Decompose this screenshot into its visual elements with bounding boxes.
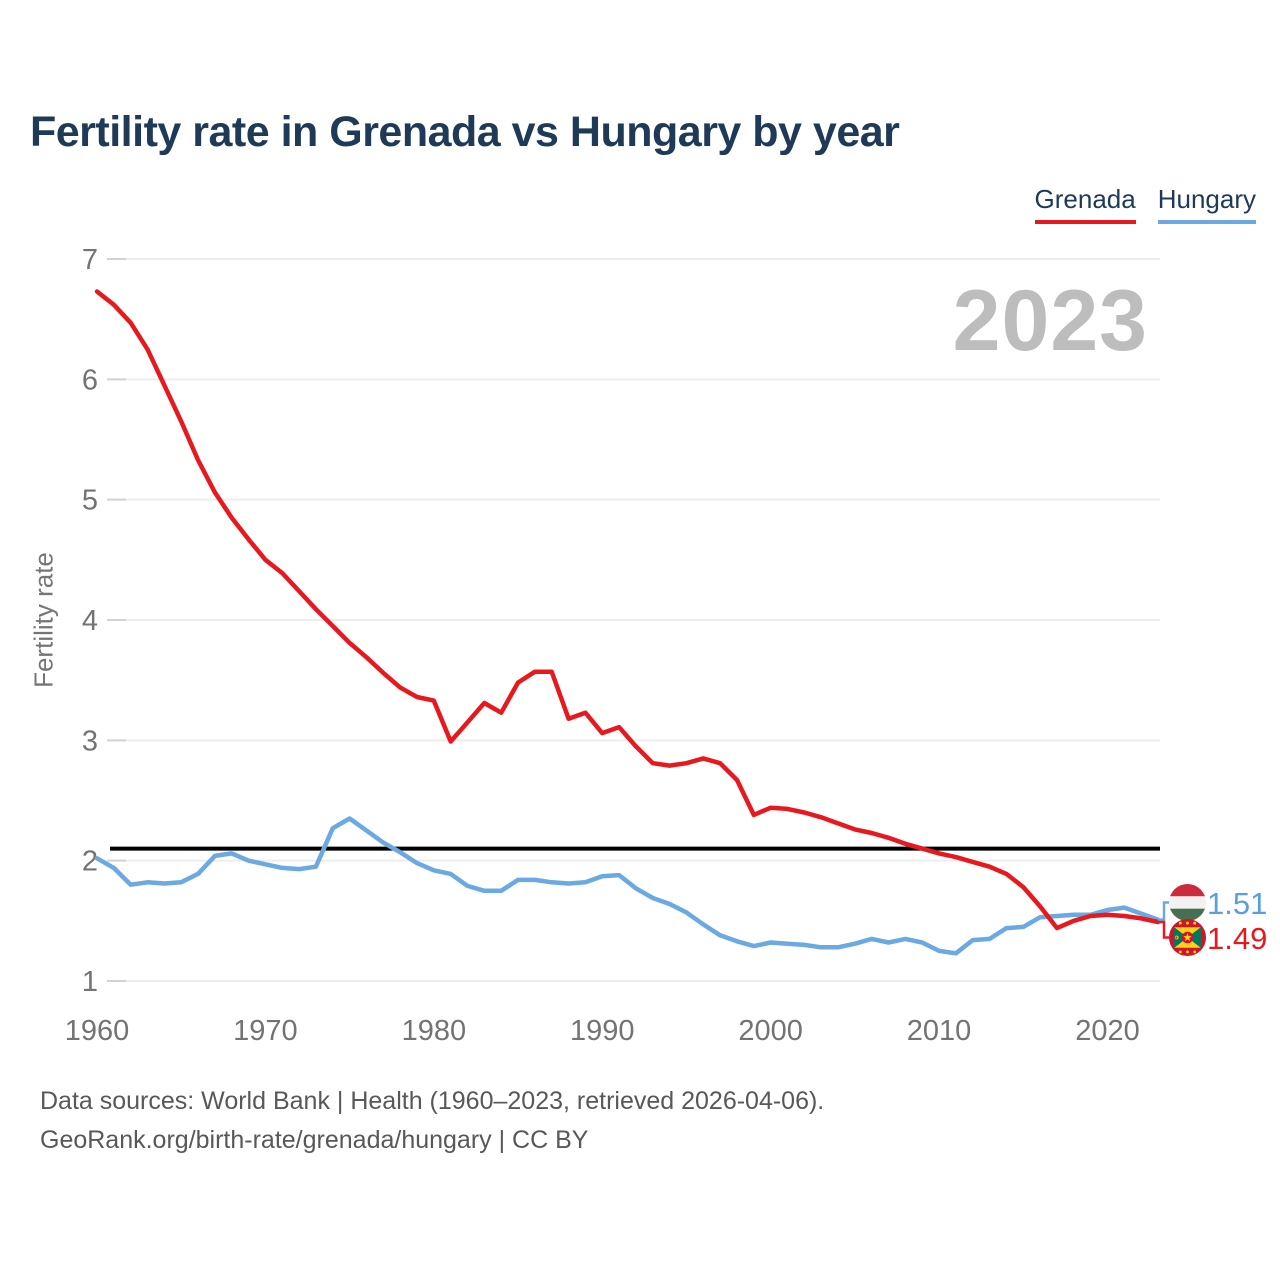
- page-title: Fertility rate in Grenada vs Hungary by …: [30, 108, 900, 156]
- svg-text:6: 6: [82, 364, 98, 396]
- svg-text:1: 1: [82, 966, 98, 998]
- end-label-grenada: 1.49: [1207, 921, 1268, 956]
- svg-text:7: 7: [82, 244, 98, 276]
- source-line-1: Data sources: World Bank | Health (1960–…: [40, 1087, 825, 1115]
- svg-text:3: 3: [82, 725, 98, 757]
- svg-text:1990: 1990: [570, 1015, 635, 1047]
- svg-text:1980: 1980: [402, 1015, 467, 1047]
- hungary-flag-icon: [1169, 884, 1206, 921]
- end-label-hungary: 1.51: [1207, 886, 1268, 921]
- svg-text:2020: 2020: [1075, 1015, 1140, 1047]
- legend-item-grenada[interactable]: Grenada: [1034, 184, 1136, 224]
- svg-text:2010: 2010: [907, 1015, 972, 1047]
- svg-text:1970: 1970: [233, 1015, 298, 1047]
- svg-text:5: 5: [82, 485, 98, 517]
- svg-text:2: 2: [82, 846, 98, 878]
- watermark-year: 2023: [952, 273, 1148, 369]
- svg-text:1960: 1960: [65, 1015, 130, 1047]
- legend-item-hungary[interactable]: Hungary: [1157, 184, 1256, 224]
- data-source: Data sources: World Bank | Health (1960–…: [40, 1082, 824, 1160]
- source-line-2: GeoRank.org/birth-rate/grenada/hungary |…: [40, 1126, 589, 1154]
- legend: Grenada Hungary: [1034, 184, 1256, 224]
- svg-text:4: 4: [82, 605, 98, 637]
- grenada-flag-icon: [1169, 919, 1206, 956]
- svg-text:2000: 2000: [738, 1015, 803, 1047]
